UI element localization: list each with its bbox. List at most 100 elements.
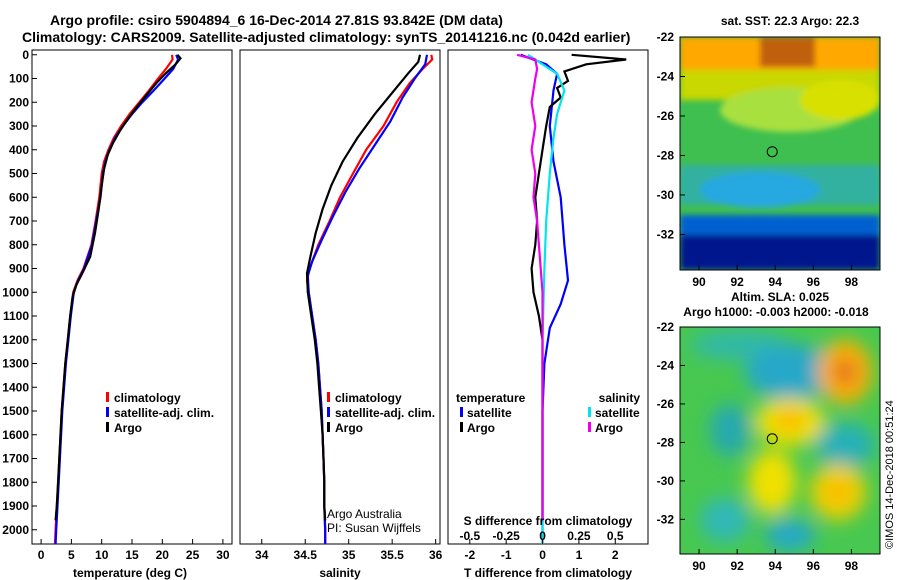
legend-label-argo-t: Argo bbox=[467, 421, 495, 435]
legend-swatch-argo-t bbox=[460, 422, 463, 432]
difference-panel: -2 -1 0 1 2 -0.5 -0.25 0 0.25 0.5 T difference f… bbox=[447, 49, 649, 580]
temperature-plot-frame bbox=[31, 49, 233, 545]
credit-pi: PI: Susan Wijffels bbox=[327, 521, 421, 535]
y-tick-label: 1300 bbox=[2, 357, 29, 371]
y-tick-label: 1500 bbox=[2, 404, 29, 418]
x-tick-label: 25 bbox=[186, 548, 200, 562]
map-x-tick-label: 94 bbox=[769, 275, 783, 289]
series-line-satellite-adj-clim- bbox=[54, 54, 180, 545]
y-tick-label: 900 bbox=[9, 262, 29, 276]
y-tick-label: 200 bbox=[9, 95, 29, 109]
map-x-tick-label: 90 bbox=[692, 559, 706, 573]
t-difference-x-label: T difference from climatology bbox=[464, 566, 632, 580]
chart-title-line1: Argo profile: csiro 5904894_6 16-Dec-201… bbox=[50, 12, 503, 28]
x-tick-label: 0 bbox=[38, 548, 45, 562]
legend-label-satellite-t: satellite bbox=[467, 406, 512, 420]
map-x-tick-label: 98 bbox=[845, 275, 859, 289]
x-tick-label: 34.5 bbox=[294, 548, 318, 562]
chart-title-line2: Climatology: CARS2009. Satellite-adjuste… bbox=[22, 29, 631, 45]
argo-position-marker bbox=[766, 146, 778, 158]
y-tick-label: 1600 bbox=[2, 428, 29, 442]
x-tick-label: 0 bbox=[539, 548, 546, 562]
x-tick-label: 35 bbox=[342, 548, 356, 562]
map-x-tick-label: 96 bbox=[807, 275, 821, 289]
legend-swatch-argo-s bbox=[588, 422, 591, 432]
sst-map-ticks: 90 92 94 96 98 -22 -24 -26 -28 -30 -32 bbox=[657, 30, 859, 289]
x-tick-label: 10 bbox=[95, 548, 109, 562]
y-tick-label: 1100 bbox=[3, 309, 29, 323]
x-tick-label: 30 bbox=[216, 548, 230, 562]
t-difference-x-ticks: -2 -1 0 1 2 bbox=[464, 539, 619, 562]
series-line-satellite-adj-clim- bbox=[306, 54, 429, 544]
sst-map-panel: sat. SST: 22.3 Argo: 22.3 90 92 94 96 98 -22 -… bbox=[657, 14, 881, 289]
legend-swatch-satellite-t bbox=[460, 407, 463, 417]
argo-position-marker bbox=[766, 433, 778, 445]
credit-argo-australia: Argo Australia bbox=[327, 507, 402, 521]
x-tick-label: -2 bbox=[464, 548, 475, 562]
x-tick-label: 1 bbox=[576, 548, 583, 562]
difference-series-layer bbox=[516, 53, 627, 544]
legend-title-temperature: temperature bbox=[456, 391, 526, 405]
y-tick-label: 1200 bbox=[2, 333, 29, 347]
map-x-tick-label: 98 bbox=[845, 559, 859, 573]
legend-label-argo-s: Argo bbox=[595, 421, 623, 435]
map-y-tick-label: -22 bbox=[657, 30, 675, 44]
map-y-tick-label: -24 bbox=[657, 358, 675, 372]
y-tick-label: 1800 bbox=[2, 475, 29, 489]
x-tick-label: 15 bbox=[125, 548, 139, 562]
difference-legend: temperature satellite Argo salinity sate… bbox=[456, 391, 640, 435]
legend-label-satellite-s: satellite bbox=[595, 406, 640, 420]
map-y-tick-label: -26 bbox=[657, 109, 675, 123]
series-line-argo bbox=[54, 54, 182, 521]
imos-timestamp: ©IMOS 14-Dec-2018 00:51:24 bbox=[884, 400, 896, 549]
sst-heatmap bbox=[680, 37, 880, 270]
s-diff-tick-label: -0.5 bbox=[459, 529, 480, 543]
temperature-series-layer bbox=[53, 54, 182, 545]
legend-swatch-climatology bbox=[106, 392, 109, 402]
legend-label-climatology: climatology bbox=[114, 391, 181, 405]
s-difference-ticks: -0.5 -0.25 0 0.25 0.5 bbox=[459, 529, 623, 543]
s-diff-tick-label: 0 bbox=[539, 529, 546, 543]
y-tick-label: 1700 bbox=[2, 452, 29, 466]
salinity-legend: climatology satellite-adj. clim. Argo bbox=[327, 391, 435, 435]
y-tick-label: 400 bbox=[9, 143, 29, 157]
legend-label-climatology: climatology bbox=[335, 391, 402, 405]
series-line-argo-t bbox=[530, 53, 627, 521]
map-y-tick-label: -24 bbox=[657, 69, 675, 83]
sla-map-subtitle: Argo h1000: -0.003 h2000: -0.018 bbox=[683, 305, 869, 319]
salinity-x-label: salinity bbox=[319, 566, 361, 580]
temperature-x-ticks: 0 5 10 15 20 25 30 bbox=[38, 539, 230, 562]
map-y-tick-label: -28 bbox=[657, 148, 675, 162]
x-tick-label: 36 bbox=[429, 548, 443, 562]
series-line-climatology bbox=[305, 54, 434, 544]
legend-label-argo: Argo bbox=[114, 421, 142, 435]
y-tick-label: 600 bbox=[9, 190, 29, 204]
map-y-tick-label: -26 bbox=[657, 397, 675, 411]
salinity-series-layer bbox=[305, 54, 434, 544]
legend-swatch-satellite bbox=[327, 407, 330, 417]
y-tick-label: 500 bbox=[9, 167, 29, 181]
series-line-argo-s bbox=[516, 53, 544, 521]
y-tick-label: 1400 bbox=[2, 380, 29, 394]
x-tick-label: 35.5 bbox=[380, 548, 404, 562]
s-diff-tick-label: 0.25 bbox=[567, 529, 591, 543]
legend-label-satellite: satellite-adj. clim. bbox=[335, 406, 435, 420]
map-y-tick-label: -32 bbox=[657, 227, 675, 241]
x-tick-label: -1 bbox=[501, 548, 512, 562]
difference-plot-frame bbox=[447, 49, 649, 545]
legend-title-salinity: salinity bbox=[599, 391, 641, 405]
x-tick-label: 34 bbox=[255, 548, 269, 562]
legend-swatch-climatology bbox=[327, 392, 330, 402]
y-tick-label: 700 bbox=[9, 214, 29, 228]
temperature-x-label: temperature (deg C) bbox=[73, 566, 187, 580]
x-tick-label: 20 bbox=[156, 548, 170, 562]
s-diff-tick-label: -0.25 bbox=[493, 529, 521, 543]
map-y-tick-label: -22 bbox=[657, 320, 675, 334]
map-x-tick-label: 94 bbox=[769, 559, 783, 573]
series-line-argo bbox=[305, 54, 422, 521]
sla-map-title: Altim. SLA: 0.025 bbox=[731, 290, 829, 304]
s-diff-tick-label: 0.5 bbox=[607, 529, 624, 543]
salinity-panel: 34 34.5 35 35.5 36 salinity climatology sate… bbox=[239, 49, 443, 580]
temperature-panel: 0 5 10 15 20 25 30 0 100 200 300 400 500 600 700 800 90… bbox=[2, 48, 233, 580]
y-tick-label: 100 bbox=[9, 72, 29, 86]
